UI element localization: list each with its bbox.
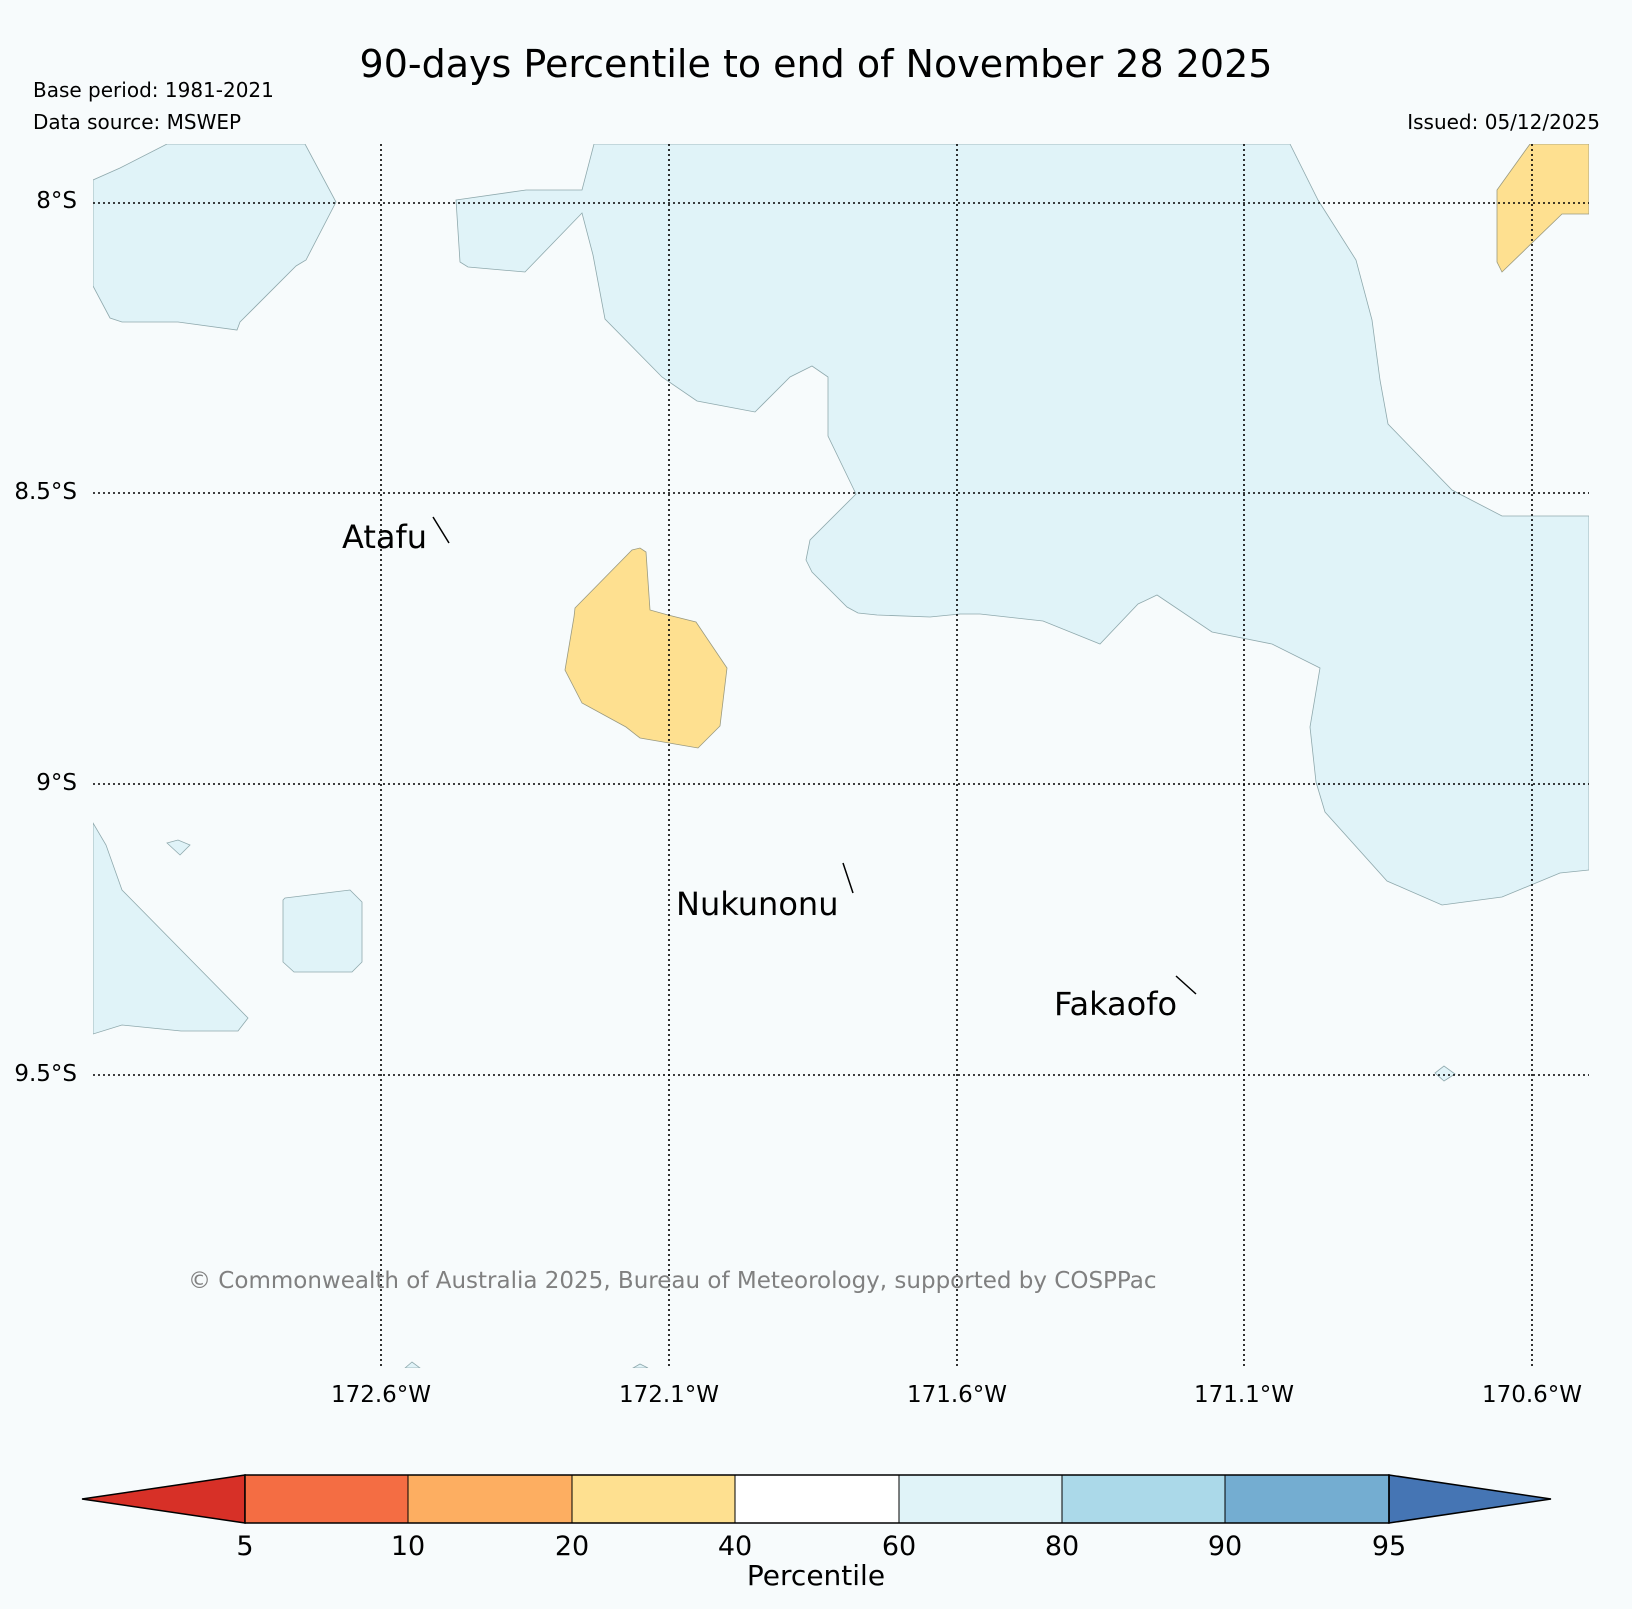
colorbar-swatch	[571, 1474, 736, 1524]
colorbar-tick-label: 90	[1208, 1531, 1242, 1562]
colorbar-tick-label: 60	[882, 1531, 916, 1562]
colorbar-outline	[244, 1474, 1390, 1524]
copyright-notice: © Commonwealth of Australia 2025, Bureau…	[188, 1268, 1157, 1294]
lon-label: 171.6°W	[907, 1382, 1007, 1408]
colorbar-tick-label: 80	[1045, 1531, 1079, 1562]
region-above-normal-southwest	[93, 822, 249, 1035]
lat-label: 8°S	[36, 188, 77, 214]
colorbar-swatch	[898, 1474, 1063, 1524]
region-above-normal-north	[455, 144, 1589, 906]
lat-label: 9.5°S	[14, 1061, 77, 1087]
map-title: 90-days Percentile to end of November 28…	[359, 42, 1273, 86]
place-annotations: Atafu Nukunonu Fakaofo	[342, 516, 1197, 1023]
percentile-regions	[93, 144, 1589, 1368]
lat-labels: 8°S 8.5°S 9°S 9.5°S	[14, 188, 77, 1087]
place-label-fakaofo: Fakaofo	[1054, 985, 1177, 1023]
graticule	[93, 144, 1589, 1368]
colorbar-tick-label: 40	[718, 1531, 752, 1562]
region-above-normal-speck-bottom-2	[632, 1363, 649, 1368]
region-above-normal-small-island	[166, 839, 191, 856]
place-label-nukunonu: Nukunonu	[676, 885, 838, 923]
region-above-normal-northwest	[93, 144, 337, 331]
colorbar-swatch	[407, 1474, 573, 1524]
colorbar-tick-label: 5	[236, 1531, 253, 1562]
lon-label: 170.6°W	[1482, 1382, 1582, 1408]
colorbar: 5 10 20 40 60 80 90 95 Percentile	[81, 1474, 1552, 1592]
place-label-atafu: Atafu	[342, 518, 427, 556]
region-above-normal-speck-bottom-1	[404, 1361, 421, 1368]
place-leader-fakaofo	[1175, 975, 1197, 995]
region-below-normal-central	[564, 547, 728, 749]
colorbar-swatch	[1061, 1474, 1226, 1524]
region-above-normal-speck-east	[1434, 1065, 1456, 1082]
data-source-text: Data source: MSWEP	[33, 110, 242, 134]
base-period-text: Base period: 1981-2021	[33, 78, 274, 102]
place-leader-atafu	[432, 516, 450, 544]
place-leader-nukunonu	[842, 862, 854, 894]
colorbar-swatch	[1224, 1474, 1390, 1524]
lat-label: 9°S	[36, 770, 77, 796]
lon-labels: 172.6°W 172.1°W 171.6°W 171.1°W 170.6°W	[331, 1382, 1582, 1408]
issued-date-text: Issued: 05/12/2025	[1407, 110, 1600, 134]
colorbar-tick-label: 95	[1372, 1531, 1406, 1562]
colorbar-extend-low	[81, 1474, 246, 1524]
colorbar-tick-label: 10	[391, 1531, 425, 1562]
colorbar-title: Percentile	[747, 1559, 885, 1592]
colorbar-tick-label: 20	[555, 1531, 589, 1562]
colorbar-swatch	[734, 1474, 900, 1524]
lon-label: 172.1°W	[619, 1382, 719, 1408]
lat-label: 8.5°S	[14, 479, 77, 505]
lon-label: 172.6°W	[331, 1382, 431, 1408]
region-above-normal-southwest-box	[282, 889, 363, 973]
colorbar-extend-high	[1388, 1474, 1552, 1524]
lon-label: 171.1°W	[1194, 1382, 1294, 1408]
colorbar-swatch	[244, 1474, 409, 1524]
region-below-normal-northeast	[1496, 144, 1589, 273]
